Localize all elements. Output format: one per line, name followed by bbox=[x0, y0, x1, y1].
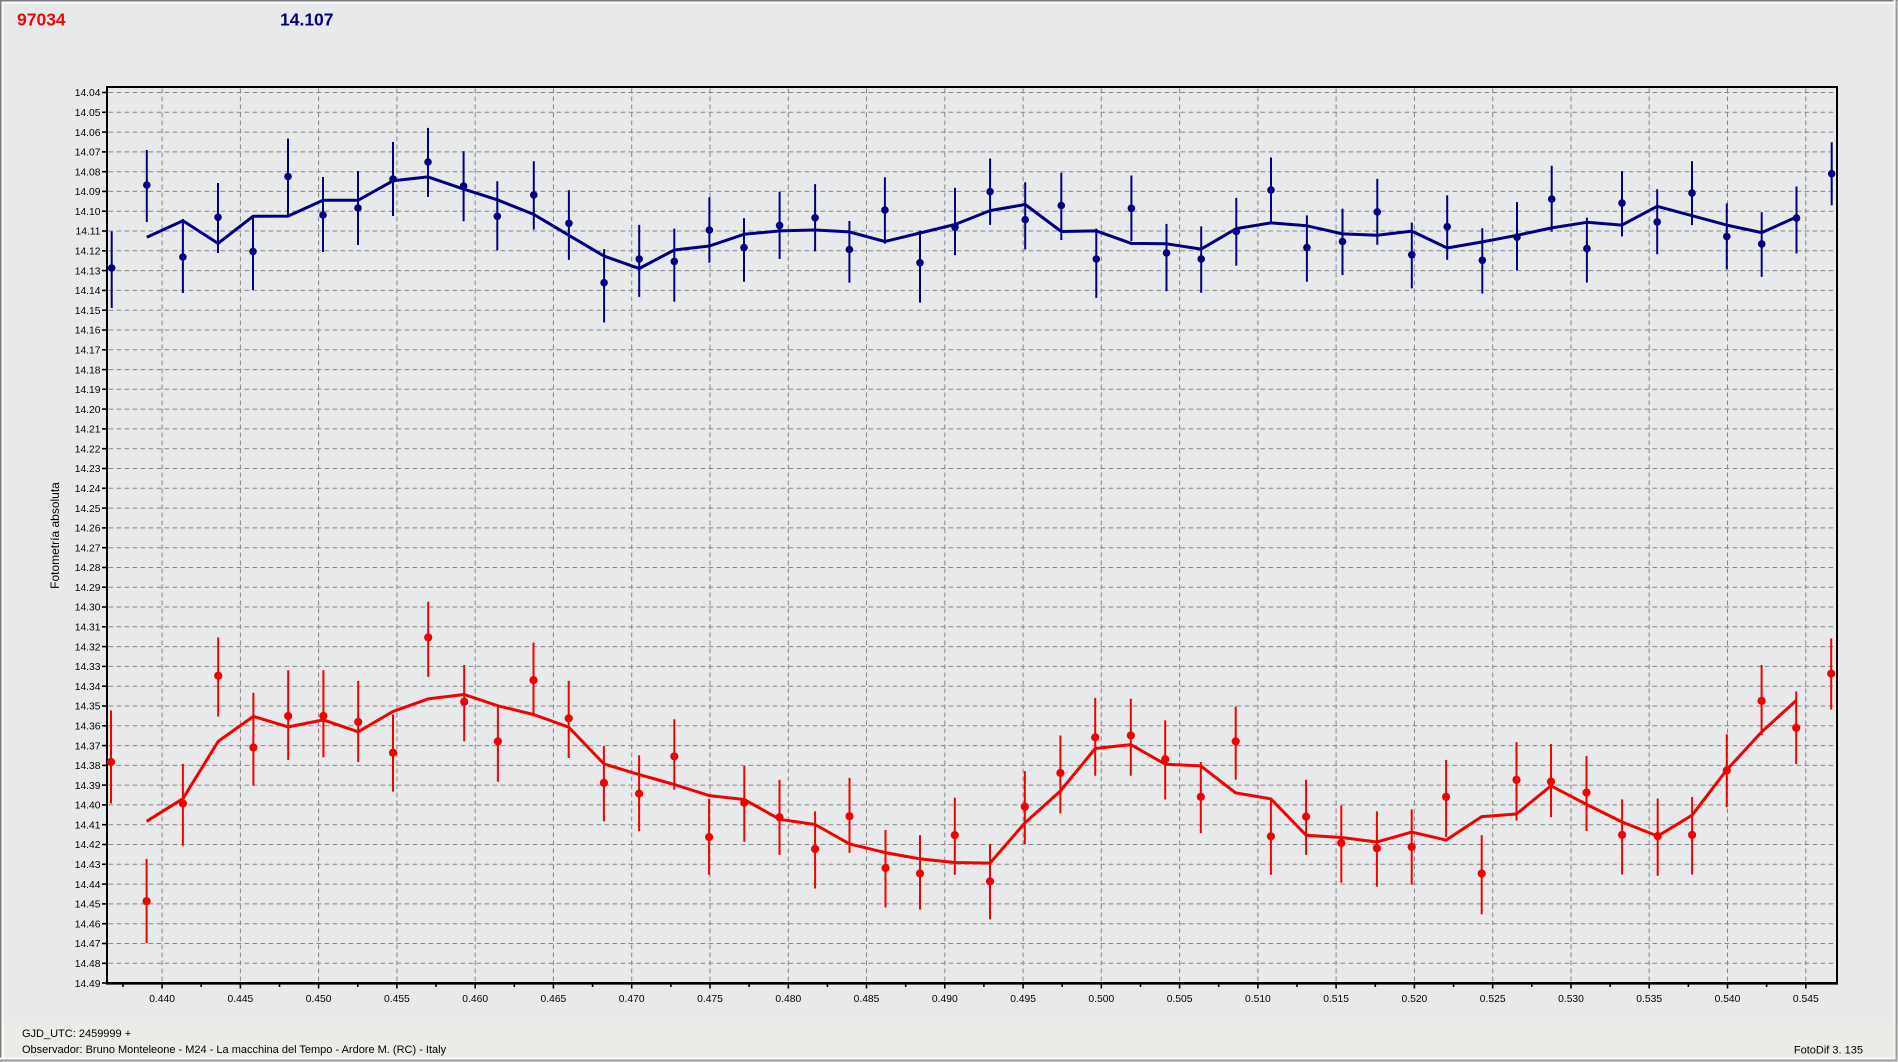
svg-text:14.10: 14.10 bbox=[75, 207, 101, 218]
svg-text:14.08: 14.08 bbox=[75, 167, 101, 178]
svg-text:0.485: 0.485 bbox=[854, 994, 880, 1005]
svg-text:14.47: 14.47 bbox=[75, 939, 101, 950]
svg-text:14.16: 14.16 bbox=[75, 326, 101, 337]
svg-text:0.450: 0.450 bbox=[306, 994, 332, 1005]
svg-text:0.495: 0.495 bbox=[1010, 994, 1036, 1005]
svg-text:0.525: 0.525 bbox=[1480, 994, 1506, 1005]
svg-text:GJD_UTC: 2459999 +: GJD_UTC: 2459999 + bbox=[22, 1028, 131, 1040]
svg-text:14.12: 14.12 bbox=[75, 247, 101, 258]
svg-text:0.455: 0.455 bbox=[384, 994, 410, 1005]
svg-text:14.42: 14.42 bbox=[75, 840, 101, 851]
svg-text:14.49: 14.49 bbox=[75, 979, 101, 990]
svg-text:0.445: 0.445 bbox=[228, 994, 254, 1005]
svg-text:14.46: 14.46 bbox=[75, 919, 101, 930]
svg-text:14.06: 14.06 bbox=[75, 128, 101, 139]
svg-text:14.31: 14.31 bbox=[75, 623, 101, 634]
svg-text:0.530: 0.530 bbox=[1558, 994, 1584, 1005]
svg-text:14.107: 14.107 bbox=[280, 10, 334, 30]
svg-text:14.45: 14.45 bbox=[75, 900, 101, 911]
svg-text:0.510: 0.510 bbox=[1245, 994, 1271, 1005]
svg-text:14.44: 14.44 bbox=[75, 880, 101, 891]
svg-text:14.19: 14.19 bbox=[75, 385, 101, 396]
svg-text:14.22: 14.22 bbox=[75, 444, 101, 455]
svg-text:14.20: 14.20 bbox=[75, 405, 101, 416]
svg-text:0.505: 0.505 bbox=[1167, 994, 1193, 1005]
svg-text:0.515: 0.515 bbox=[1323, 994, 1349, 1005]
svg-text:14.27: 14.27 bbox=[75, 543, 101, 554]
svg-text:0.470: 0.470 bbox=[619, 994, 645, 1005]
svg-text:0.490: 0.490 bbox=[932, 994, 958, 1005]
svg-text:0.465: 0.465 bbox=[541, 994, 567, 1005]
svg-text:0.475: 0.475 bbox=[697, 994, 723, 1005]
svg-text:0.520: 0.520 bbox=[1402, 994, 1428, 1005]
svg-text:14.38: 14.38 bbox=[75, 761, 101, 772]
svg-text:14.36: 14.36 bbox=[75, 722, 101, 733]
svg-text:14.25: 14.25 bbox=[75, 504, 101, 515]
svg-text:0.440: 0.440 bbox=[149, 994, 175, 1005]
svg-text:14.26: 14.26 bbox=[75, 524, 101, 535]
svg-text:14.24: 14.24 bbox=[75, 484, 101, 495]
svg-text:14.41: 14.41 bbox=[75, 820, 101, 831]
svg-text:14.09: 14.09 bbox=[75, 187, 101, 198]
svg-text:0.480: 0.480 bbox=[775, 994, 801, 1005]
svg-text:0.500: 0.500 bbox=[1088, 994, 1114, 1005]
svg-text:14.11: 14.11 bbox=[75, 227, 100, 238]
svg-text:14.14: 14.14 bbox=[75, 286, 101, 297]
svg-text:0.545: 0.545 bbox=[1793, 994, 1819, 1005]
svg-text:14.23: 14.23 bbox=[75, 464, 101, 475]
svg-text:14.43: 14.43 bbox=[75, 860, 101, 871]
svg-text:14.37: 14.37 bbox=[75, 741, 101, 752]
svg-text:14.15: 14.15 bbox=[75, 306, 101, 317]
svg-text:97034: 97034 bbox=[17, 10, 66, 30]
svg-text:14.28: 14.28 bbox=[75, 563, 101, 574]
svg-text:14.35: 14.35 bbox=[75, 702, 101, 713]
svg-text:0.540: 0.540 bbox=[1715, 994, 1741, 1005]
svg-text:0.535: 0.535 bbox=[1636, 994, 1662, 1005]
svg-text:14.30: 14.30 bbox=[75, 603, 101, 614]
svg-text:14.29: 14.29 bbox=[75, 583, 101, 594]
svg-text:14.07: 14.07 bbox=[75, 148, 101, 159]
svg-text:14.40: 14.40 bbox=[75, 801, 101, 812]
svg-text:14.05: 14.05 bbox=[75, 108, 101, 119]
svg-text:FotoDif 3. 135: FotoDif 3. 135 bbox=[1794, 1045, 1863, 1057]
svg-text:14.48: 14.48 bbox=[75, 959, 101, 970]
svg-text:Observador: Bruno Monteleone -: Observador: Bruno Monteleone - M24 - La … bbox=[22, 1044, 447, 1056]
svg-text:14.13: 14.13 bbox=[75, 266, 101, 277]
svg-text:14.18: 14.18 bbox=[75, 365, 101, 376]
svg-text:14.04: 14.04 bbox=[75, 88, 101, 99]
svg-text:0.460: 0.460 bbox=[462, 994, 488, 1005]
svg-text:14.32: 14.32 bbox=[75, 642, 101, 653]
svg-text:14.33: 14.33 bbox=[75, 662, 101, 673]
svg-text:14.21: 14.21 bbox=[75, 425, 101, 436]
svg-text:14.39: 14.39 bbox=[75, 781, 101, 792]
svg-text:14.34: 14.34 bbox=[75, 682, 101, 693]
svg-text:14.17: 14.17 bbox=[75, 346, 101, 357]
svg-text:Fotometría absoluta: Fotometría absoluta bbox=[48, 482, 62, 589]
